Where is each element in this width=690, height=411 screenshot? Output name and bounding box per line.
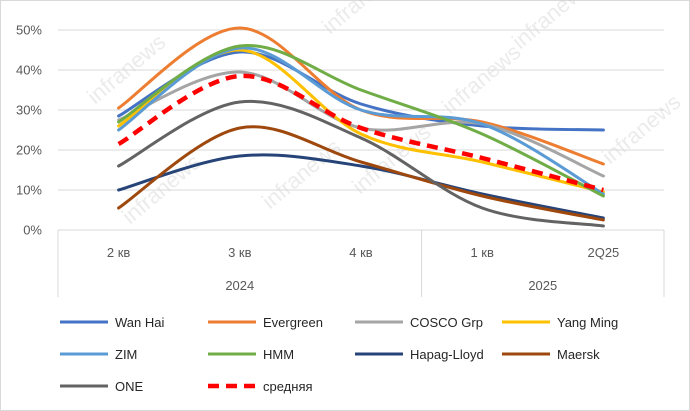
x-group-label: 2024 [225,278,254,293]
x-tick-label: 3 кв [228,245,252,260]
y-tick-label: 0% [23,223,42,238]
series-line-maersk [117,125,605,222]
series-line-средняя [117,73,604,193]
series-line-hapag-lloyd [117,153,605,220]
legend-label: ONE [115,379,144,394]
y-tick-label: 30% [16,103,42,118]
legend-label: Maersk [557,347,600,362]
legend-label: Wan Hai [115,315,164,330]
series-line-hmm [117,43,605,198]
series-line-zim [117,46,605,196]
y-tick-label: 50% [16,23,42,38]
series-line-one [117,99,605,228]
legend-label: Hapag-Lloyd [410,347,484,362]
x-tick-label: 1 кв [470,245,494,260]
legend-label: Yang Ming [557,315,618,330]
y-tick-label: 40% [16,63,42,78]
legend-label: средняя [263,379,313,394]
legend-label: HMM [263,347,294,362]
x-tick-label: 2Q25 [587,245,619,260]
x-group-label: 2025 [528,278,557,293]
y-tick-label: 10% [16,183,42,198]
legend-label: Evergreen [263,315,323,330]
x-tick-label: 2 кв [107,245,131,260]
legend-label: ZIM [115,347,137,362]
y-tick-label: 20% [16,143,42,158]
x-tick-label: 4 кв [349,245,373,260]
legend-label: COSCO Grp [410,315,483,330]
